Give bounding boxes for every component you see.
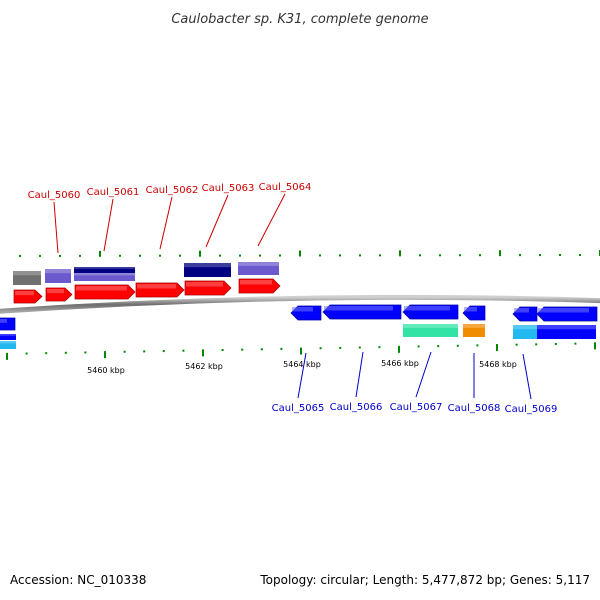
genome-summary-text: Topology: circular; Length: 5,477,872 bp… <box>260 573 590 587</box>
gene-feature-box <box>74 267 135 273</box>
axis-tick-label: 5464 kbp <box>283 360 321 369</box>
axis-tick-labels: 5460 kbp 5462 kbp 5464 kbp 5466 kbp 5468 kbp <box>87 359 517 375</box>
gene-feature-box <box>0 341 16 349</box>
gene-arrow-highlight <box>464 307 477 312</box>
gene-feature-box-highlight <box>513 325 537 330</box>
gene-label: Caul_5069 <box>505 404 558 415</box>
gene-arrow-highlight <box>0 319 7 323</box>
gene-feature-box-highlight <box>0 334 16 336</box>
inner-tick-marks <box>6 342 596 360</box>
gene-feature-box-highlight <box>463 324 485 328</box>
gene-feature-box-highlight <box>184 263 231 268</box>
gene-label-line <box>355 351 364 398</box>
gene-feature-box-highlight <box>403 324 458 328</box>
gene-label-line <box>159 196 173 250</box>
gene-feature-box-highlight <box>74 273 135 276</box>
gene-label: Caul_5063 <box>202 183 255 194</box>
gene-feature-box <box>0 334 16 340</box>
gene-label-line <box>522 353 532 400</box>
gene-feature-box-highlight <box>0 341 16 344</box>
accession-text: Accession: NC_010338 <box>10 573 147 587</box>
gene-label: Caul_5066 <box>330 402 383 413</box>
gene-feature-box-highlight <box>13 271 41 276</box>
gene-feature-box-highlight <box>45 269 71 274</box>
axis-tick-label: 5460 kbp <box>87 366 125 375</box>
gene-arrow-highlight <box>186 282 223 287</box>
gene-arrow-highlight <box>137 284 176 289</box>
axis-tick-label: 5466 kbp <box>381 359 419 368</box>
gene-arrow-highlight <box>240 280 272 285</box>
gene-arrow-highlight <box>47 289 64 294</box>
gene-label-line <box>205 194 229 248</box>
axis-tick-label: 5468 kbp <box>479 360 517 369</box>
gene-label: Caul_5067 <box>390 402 443 413</box>
gene-label: Caul_5060 <box>28 190 81 201</box>
gene-arrow-highlight <box>324 306 393 311</box>
gene-label-line <box>297 352 307 399</box>
gene-arrow-highlight <box>538 308 589 313</box>
gene-label: Caul_5068 <box>448 403 501 414</box>
gene-feature-box-highlight <box>537 325 596 330</box>
map-title: Caulobacter sp. K31, complete genome <box>171 12 428 27</box>
gene-features <box>0 262 598 349</box>
axis-tick-label: 5462 kbp <box>185 362 223 371</box>
outer-tick-marks <box>19 249 600 257</box>
gene-arrow-highlight <box>76 286 127 291</box>
gene-arrow-highlight <box>404 306 450 311</box>
gene-feature-box-highlight <box>74 267 135 269</box>
gene-label-line <box>257 193 286 247</box>
gene-label: Caul_5061 <box>87 187 140 198</box>
gene-label: Caul_5062 <box>146 185 199 196</box>
gene-labels: Caul_5060 Caul_5061 Caul_5062 Caul_5063 Caul… <box>28 182 558 415</box>
gene-label: Caul_5065 <box>272 403 325 414</box>
gene-arrow-highlight <box>292 307 313 312</box>
gene-label-line <box>103 198 114 252</box>
gene-arrow-highlight <box>15 291 34 296</box>
genome-backbone <box>0 294 600 314</box>
gene-label-lines <box>53 193 532 400</box>
gene-feature-box <box>74 273 135 281</box>
gene-feature-box-highlight <box>238 262 279 266</box>
gene-label: Caul_5064 <box>259 182 312 193</box>
gene-label-line <box>53 201 59 254</box>
gene-label-line <box>415 351 432 398</box>
gene-arrow-highlight <box>514 308 529 313</box>
